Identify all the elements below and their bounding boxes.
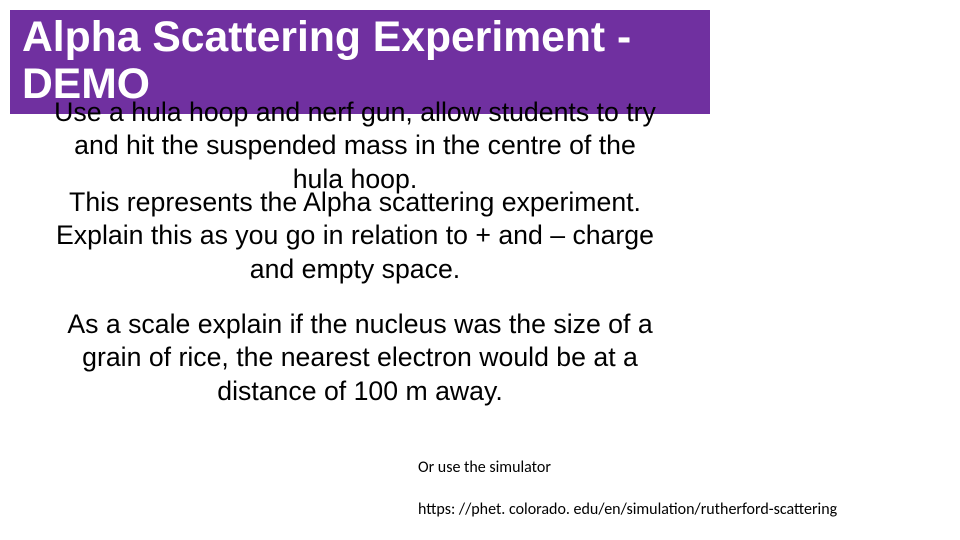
paragraph-3: As a scale explain if the nucleus was th… — [40, 308, 680, 408]
slide: Alpha Scattering Experiment - DEMO Use a… — [0, 0, 960, 540]
simulator-note: Or use the simulator — [418, 458, 551, 477]
paragraph-1: Use a hula hoop and nerf gun, allow stud… — [50, 96, 660, 196]
paragraph-2: This represents the Alpha scattering exp… — [40, 186, 670, 286]
simulator-url: https: //phet. colorado. edu/en/simulati… — [418, 500, 837, 519]
